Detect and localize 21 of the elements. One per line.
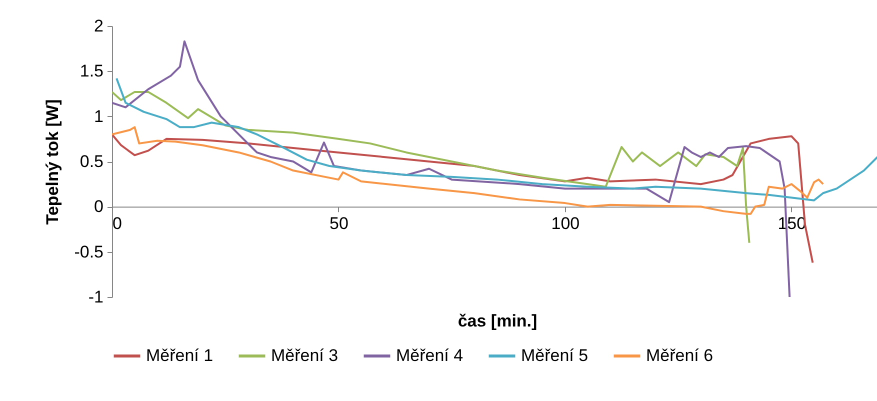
x-tick-label: 100 [551, 214, 580, 234]
line-series [112, 133, 814, 264]
line-series [112, 90, 750, 244]
legend-label: Měření 1 [146, 346, 214, 365]
x-axis-title: čas [min.] [458, 312, 538, 330]
line-series [116, 77, 877, 202]
y-tick-label: 0 [94, 197, 104, 216]
line-series [112, 126, 824, 215]
y-tick-label: 1 [94, 106, 104, 126]
y-tick-label: 0.5 [80, 152, 104, 171]
x-tick-label: 0 [112, 214, 122, 234]
y-tick-label: 1.5 [80, 62, 104, 81]
legend-label: Měření 4 [396, 346, 464, 365]
legend-label: Měření 5 [521, 346, 588, 365]
y-tick-label: -0.5 [74, 242, 104, 262]
legend-label: Měření 3 [271, 346, 338, 365]
y-axis-title: Tepelný tok [W] [43, 99, 62, 225]
y-tick-label: 2 [94, 16, 104, 36]
legend-label: Měření 6 [646, 346, 714, 365]
y-tick-label: -1 [88, 288, 104, 306]
x-tick-label: 50 [330, 214, 348, 234]
